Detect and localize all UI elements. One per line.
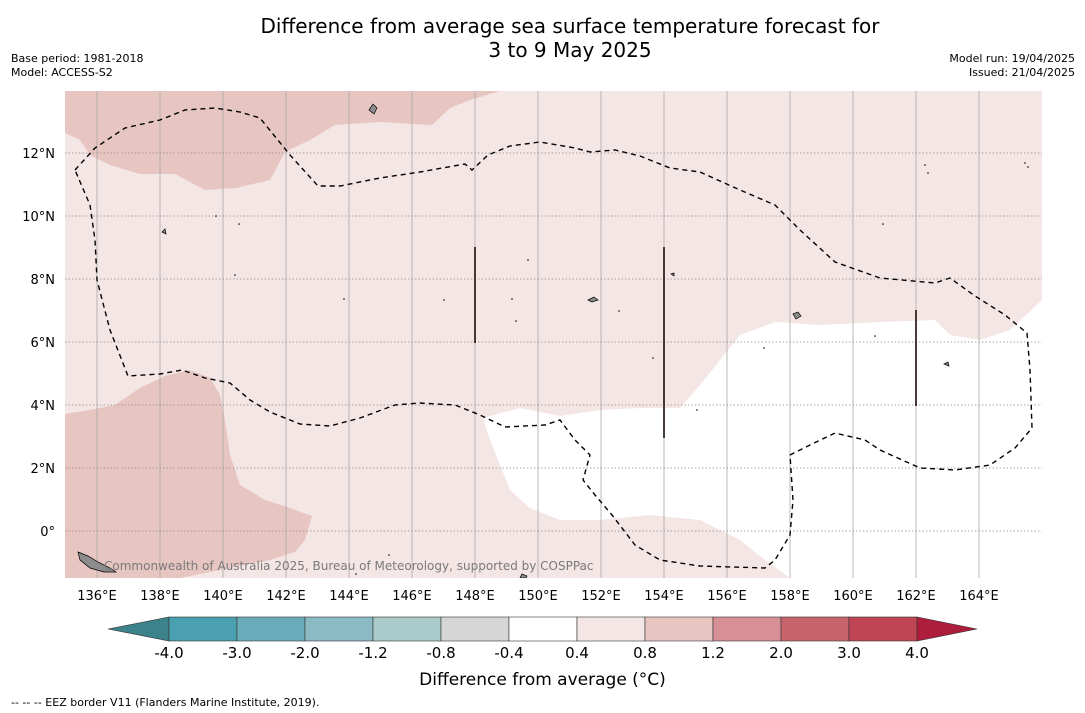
lon-label: 154°E: [644, 589, 684, 604]
anomaly-region-warm-south: [65, 370, 312, 578]
islands: [77, 103, 950, 578]
lon-label: 160°E: [833, 589, 873, 604]
lon-label: 144°E: [329, 589, 369, 604]
lon-label: 140°E: [203, 589, 243, 604]
colorbar-tick-label: 3.0: [837, 644, 861, 662]
colorbar-tick-label: 1.2: [701, 644, 725, 662]
lon-label: 138°E: [140, 589, 180, 604]
title-line-2: 3 to 9 May 2025: [488, 38, 652, 62]
colorbar-segment: [848, 616, 918, 642]
colorbar-tick-label: -4.0: [154, 644, 184, 662]
title-line-1: Difference from average sea surface temp…: [260, 14, 880, 38]
issued-date: Issued: 21/04/2025: [968, 66, 1075, 79]
lat-label: 12°N: [22, 147, 55, 162]
colorbar-tick-label: -2.0: [290, 644, 320, 662]
colorbar-segment: [780, 616, 850, 642]
lat-label: 10°N: [22, 210, 55, 225]
copyright-note: Commonwealth of Australia 2025, Bureau o…: [104, 559, 594, 573]
colorbar-segment: [372, 616, 442, 642]
colorbar-tick-label: 0.8: [633, 644, 657, 662]
colorbar-tick-label: -3.0: [222, 644, 252, 662]
eez-border: [74, 107, 1033, 569]
lon-label: 164°E: [959, 589, 999, 604]
map-title: Difference from average sea surface temp…: [0, 14, 1085, 62]
lon-label: 142°E: [266, 589, 306, 604]
colorbar-segment: [508, 616, 578, 642]
colorbar-tick-label: -0.8: [426, 644, 456, 662]
colorbar-tick-label: 0.4: [565, 644, 589, 662]
colorbar: [107, 616, 978, 642]
colorbar-tick-label: 4.0: [905, 644, 929, 662]
lon-label: 158°E: [770, 589, 810, 604]
colorbar-tick-label: 2.0: [769, 644, 793, 662]
meta-left: Base period: 1981-2018 Model: ACCESS-S2: [11, 52, 143, 80]
colorbar-segment: [644, 616, 714, 642]
lon-label: 162°E: [896, 589, 936, 604]
lon-label: 136°E: [77, 589, 117, 604]
colorbar-segment: [304, 616, 374, 642]
lon-label: 150°E: [518, 589, 558, 604]
model-name: Model: ACCESS-S2: [11, 66, 113, 79]
colorbar-segment: [576, 616, 646, 642]
colorbar-tick-label: -1.2: [358, 644, 388, 662]
model-run: Model run: 19/04/2025: [949, 52, 1075, 65]
lon-label: 148°E: [455, 589, 495, 604]
base-period: Base period: 1981-2018: [11, 52, 144, 65]
colorbar-segment: [236, 616, 306, 642]
colorbar-arrow-left: [107, 616, 170, 642]
colorbar-segment: [440, 616, 510, 642]
lat-label: 4°N: [31, 399, 56, 414]
colorbar-segment: [712, 616, 782, 642]
colorbar-labels: -4.0 -3.0 -2.0 -1.2 -0.8 -0.4 0.4 0.8 1.…: [0, 644, 1085, 664]
map-area: [65, 91, 1042, 578]
colorbar-arrow-right: [916, 616, 978, 642]
latitude-labels: 12°N 10°N 8°N 6°N 4°N 2°N 0°: [22, 147, 55, 540]
colorbar-title: Difference from average (°C): [419, 670, 666, 690]
lon-label: 152°E: [581, 589, 621, 604]
meta-right: Model run: 19/04/2025 Issued: 21/04/2025: [949, 52, 1075, 80]
lat-label: 6°N: [31, 336, 56, 351]
lat-label: 2°N: [31, 462, 56, 477]
eez-footnote: -- -- -- EEZ border V11 (Flanders Marine…: [11, 696, 320, 709]
lat-label: 0°: [40, 525, 55, 540]
tiny-islets: [215, 162, 1029, 575]
lon-label: 146°E: [392, 589, 432, 604]
vertical-markers: [474, 247, 917, 438]
anomaly-region-neutral: [483, 300, 1042, 578]
lat-label: 8°N: [31, 273, 56, 288]
anomaly-region-warm-north: [65, 91, 500, 190]
longitude-labels: 136°E 138°E 140°E 142°E 144°E 146°E 148°…: [77, 589, 999, 604]
colorbar-tick-label: -0.4: [494, 644, 524, 662]
lon-label: 156°E: [707, 589, 747, 604]
colorbar-segment: [168, 616, 238, 642]
